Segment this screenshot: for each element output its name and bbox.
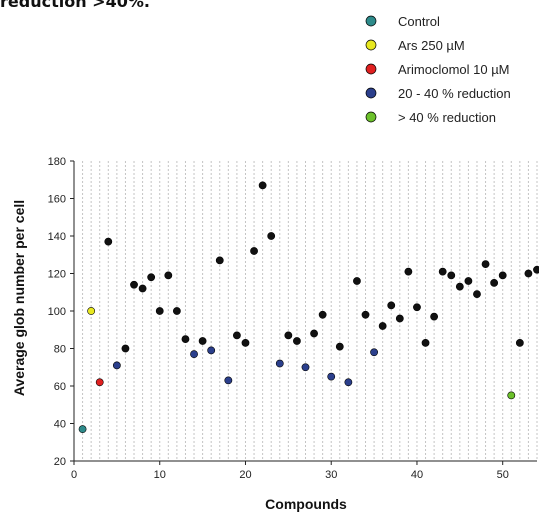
- data-point: [464, 277, 473, 285]
- y-tick-label: 100: [48, 306, 66, 318]
- data-point: [258, 181, 267, 190]
- data-point: [95, 378, 104, 387]
- legend-marker: [365, 87, 377, 99]
- data-point: [515, 338, 524, 347]
- data-point: [275, 359, 284, 368]
- data-point: [524, 269, 533, 278]
- legend-marker: [365, 111, 377, 123]
- data-point: [413, 303, 421, 312]
- data-point: [447, 271, 456, 280]
- y-axis-label: Average glob number per cell: [11, 200, 27, 396]
- data-point: [215, 256, 224, 265]
- x-tick-label: 30: [325, 469, 337, 481]
- y-tick-label: 40: [54, 419, 66, 431]
- data-point: [378, 322, 387, 330]
- x-tick-label: 20: [239, 469, 251, 481]
- data-point: [138, 284, 147, 293]
- data-point: [207, 346, 216, 355]
- data-point: [361, 310, 370, 319]
- x-tick-label: 10: [154, 469, 166, 481]
- data-point: [164, 271, 173, 280]
- legend-marker: [365, 39, 377, 51]
- data-point: [507, 391, 516, 400]
- y-tick-label: 20: [54, 456, 66, 468]
- data-point: [438, 267, 447, 276]
- data-point: [293, 337, 301, 345]
- y-tick-label: 60: [54, 381, 66, 393]
- y-tick-label: 140: [48, 231, 66, 243]
- y-tick-label: 160: [48, 194, 66, 206]
- x-tick-label: 40: [411, 469, 423, 481]
- data-point: [121, 344, 130, 353]
- data-point: [190, 350, 198, 359]
- figure-caption-fragment: reduction >40%.: [0, 0, 150, 11]
- data-point: [353, 277, 361, 285]
- data-point: [327, 372, 336, 381]
- data-point: [147, 273, 156, 282]
- data-point: [395, 314, 404, 323]
- data-point: [241, 338, 250, 347]
- legend-label: Arimoclomol 10 µM: [398, 62, 510, 77]
- data-point: [481, 260, 490, 269]
- data-point: [533, 265, 539, 274]
- data-point: [181, 335, 190, 344]
- data-point: [87, 307, 96, 315]
- legend-marker: [365, 15, 377, 27]
- x-tick-label: 50: [497, 469, 509, 481]
- data-point: [233, 331, 241, 340]
- data-point: [344, 378, 353, 387]
- data-point: [155, 307, 164, 315]
- data-point: [473, 290, 481, 299]
- legend-label: Control: [398, 14, 440, 29]
- chart-grid: [82, 161, 538, 461]
- x-axis-label: Compounds: [265, 496, 347, 512]
- data-point: [404, 267, 413, 276]
- legend-label: 20 - 40 % reduction: [398, 86, 511, 101]
- data-point: [490, 278, 499, 287]
- data-point: [224, 376, 233, 385]
- data-point: [430, 312, 439, 321]
- legend-marker: [365, 63, 377, 75]
- data-point: [498, 271, 507, 280]
- data-point: [112, 361, 121, 370]
- data-point: [198, 337, 207, 345]
- data-point: [78, 425, 87, 434]
- data-point: [172, 307, 181, 315]
- data-point: [455, 282, 464, 291]
- x-tick-label: 0: [71, 469, 77, 481]
- data-point: [130, 280, 138, 289]
- data-point: [387, 301, 396, 310]
- y-tick-label: 120: [48, 269, 66, 281]
- chart-legend: Control Ars 250 µM Arimoclomol 10 µM 20 - 4…: [365, 14, 511, 125]
- legend-label: > 40 % reduction: [398, 110, 496, 125]
- y-tick-label: 80: [54, 344, 66, 356]
- chart-ticks: 20 40 60 80 100 120 140 160 180 0 10 20 30 40 50: [48, 156, 509, 481]
- chart-points: [78, 181, 539, 434]
- data-point: [318, 310, 327, 319]
- data-point: [310, 329, 318, 338]
- y-tick-label: 180: [48, 156, 66, 168]
- data-point: [104, 237, 113, 246]
- legend-label: Ars 250 µM: [398, 38, 465, 53]
- data-point: [284, 331, 293, 340]
- data-point: [421, 338, 430, 347]
- data-point: [335, 342, 344, 351]
- data-point: [301, 363, 310, 372]
- data-point: [370, 348, 378, 357]
- data-point: [267, 232, 276, 240]
- data-point: [250, 247, 258, 255]
